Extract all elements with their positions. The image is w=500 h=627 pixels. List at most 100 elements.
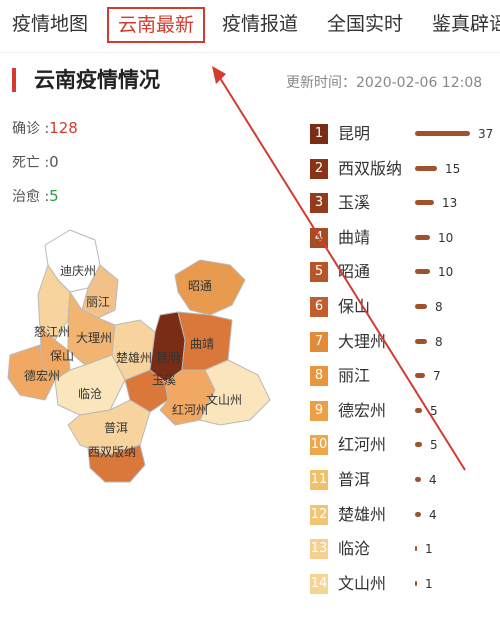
confirmed-stat: 确诊 :128 bbox=[12, 118, 78, 138]
rank-value: 10 bbox=[438, 230, 454, 245]
rank-value: 5 bbox=[430, 438, 438, 453]
label-qujing: 曲靖 bbox=[190, 337, 214, 351]
region-nujiang[interactable] bbox=[37, 264, 71, 341]
rank-value: 15 bbox=[445, 161, 461, 176]
rank-bar bbox=[415, 269, 430, 275]
rank-badge: 1 bbox=[310, 124, 328, 144]
rank-name: 西双版纳 bbox=[338, 158, 403, 178]
deaths-label: 死亡 : bbox=[12, 155, 50, 171]
rank-badge: 9 bbox=[310, 400, 328, 421]
label-zhaotong: 昭通 bbox=[188, 279, 212, 293]
tab-national-realtime[interactable]: 全国实时 bbox=[327, 13, 404, 35]
label-dali: 大理州 bbox=[76, 331, 112, 345]
deaths-stat: 死亡 :0 bbox=[12, 152, 59, 172]
rank-name: 昆明 bbox=[338, 124, 371, 143]
label-diqing: 迪庆州 bbox=[60, 264, 96, 278]
rank-name: 红河州 bbox=[338, 435, 387, 455]
rank-badge: 5 bbox=[310, 262, 328, 283]
rank-value: 13 bbox=[442, 196, 458, 211]
rank-badge: 12 bbox=[310, 504, 328, 525]
recovered-stat: 治愈 :5 bbox=[12, 186, 59, 206]
label-xishuangbanna: 西双版纳 bbox=[88, 445, 136, 459]
ranking-row[interactable]: 1 昆明 37 bbox=[310, 124, 500, 148]
rank-bar bbox=[415, 131, 470, 136]
rank-name: 临沧 bbox=[338, 539, 371, 559]
top-nav: 疫情地图 云南最新 疫情报道 全国实时 鉴真辟谣 bbox=[0, 0, 500, 50]
rank-badge: 2 bbox=[310, 158, 328, 179]
rank-value: 37 bbox=[478, 127, 494, 141]
deaths-value: 0 bbox=[49, 153, 59, 171]
rank-name: 大理州 bbox=[338, 331, 387, 351]
region-dehong[interactable] bbox=[7, 344, 56, 401]
ranking-row[interactable]: 7 大理州 8 bbox=[310, 331, 500, 356]
rank-name: 德宏州 bbox=[338, 400, 387, 420]
rank-name: 文山州 bbox=[338, 573, 387, 593]
ranking-row[interactable]: 8 丽江 7 bbox=[310, 366, 500, 390]
ranking-row[interactable]: 10 红河州 5 bbox=[310, 435, 500, 459]
page-title: 云南疫情情况 bbox=[34, 68, 160, 92]
tab-yunnan-latest[interactable]: 云南最新 bbox=[107, 7, 206, 43]
rank-bar bbox=[415, 200, 434, 206]
rank-name: 楚雄州 bbox=[338, 504, 387, 524]
label-nujiang: 怒江州 bbox=[34, 324, 70, 339]
rank-badge: 4 bbox=[310, 227, 328, 248]
region-xishuangbanna[interactable] bbox=[87, 444, 146, 483]
ranking-row[interactable]: 9 德宏州 5 bbox=[310, 400, 500, 425]
rank-value: 1 bbox=[425, 542, 433, 557]
ranking-row[interactable]: 6 保山 8 bbox=[310, 297, 500, 321]
label-lijiang: 丽江 bbox=[86, 295, 110, 309]
title-accent-bar bbox=[12, 68, 16, 92]
ranking-row[interactable]: 12 楚雄州 4 bbox=[310, 504, 500, 529]
rank-bar bbox=[415, 511, 421, 517]
yunnan-map[interactable]: 迪庆州 丽江 怒江州 大理州 保山 德宏州 楚雄州 昆明 昭通 曲靖 玉溪 临沧… bbox=[0, 220, 290, 490]
rank-name: 玉溪 bbox=[338, 193, 371, 213]
rank-badge: 11 bbox=[310, 470, 328, 490]
label-honghe: 红河州 bbox=[172, 402, 208, 417]
rank-name: 昭通 bbox=[338, 262, 371, 282]
ranking-row[interactable]: 2 西双版纳 15 bbox=[310, 158, 500, 183]
nav-divider bbox=[0, 52, 500, 53]
confirmed-label: 确诊 : bbox=[12, 121, 50, 137]
rank-badge: 14 bbox=[310, 573, 328, 594]
ranking-row[interactable]: 4 曲靖 10 bbox=[310, 227, 500, 252]
tab-epidemic-reports[interactable]: 疫情报道 bbox=[222, 13, 299, 35]
rank-bar bbox=[415, 580, 417, 586]
rank-badge: 6 bbox=[310, 297, 328, 317]
rank-value: 7 bbox=[433, 369, 441, 384]
recovered-label: 治愈 : bbox=[12, 189, 50, 205]
region-lincang[interactable] bbox=[54, 354, 126, 416]
ranking-row[interactable]: 3 玉溪 13 bbox=[310, 193, 500, 217]
rank-bar bbox=[415, 373, 425, 379]
ranking-row[interactable]: 5 昭通 10 bbox=[310, 262, 500, 286]
rank-value: 8 bbox=[435, 334, 443, 349]
label-kunming: 昆明 bbox=[156, 351, 180, 365]
rank-value: 4 bbox=[429, 507, 437, 522]
rank-badge: 10 bbox=[310, 435, 328, 456]
rank-name: 普洱 bbox=[338, 470, 371, 489]
tab-epidemic-map[interactable]: 疫情地图 bbox=[12, 13, 89, 35]
ranking-row[interactable]: 11 普洱 4 bbox=[310, 470, 500, 494]
label-dehong: 德宏州 bbox=[24, 368, 60, 383]
rank-bar bbox=[415, 477, 421, 482]
rank-bar bbox=[415, 165, 437, 171]
label-puer: 普洱 bbox=[104, 421, 128, 435]
confirmed-value: 128 bbox=[49, 119, 78, 137]
rank-bar bbox=[415, 546, 417, 552]
label-lincang: 临沧 bbox=[78, 386, 102, 401]
label-chuxiong: 楚雄州 bbox=[116, 350, 152, 365]
rank-bar bbox=[415, 304, 427, 309]
rank-bar bbox=[415, 338, 427, 344]
tab-rumor-check[interactable]: 鉴真辟谣 bbox=[432, 13, 500, 35]
rank-value: 8 bbox=[435, 300, 443, 314]
ranking-row[interactable]: 13 临沧 1 bbox=[310, 539, 500, 563]
rank-badge: 8 bbox=[310, 366, 328, 387]
rank-bar bbox=[415, 442, 422, 448]
label-yuxi: 玉溪 bbox=[152, 373, 176, 387]
label-baoshan: 保山 bbox=[50, 349, 74, 363]
rank-value: 10 bbox=[438, 265, 454, 280]
ranking-row[interactable]: 14 文山州 1 bbox=[310, 573, 500, 598]
recovered-value: 5 bbox=[49, 187, 59, 205]
rank-value: 4 bbox=[429, 473, 437, 487]
rank-badge: 13 bbox=[310, 539, 328, 560]
rank-badge: 7 bbox=[310, 331, 328, 352]
